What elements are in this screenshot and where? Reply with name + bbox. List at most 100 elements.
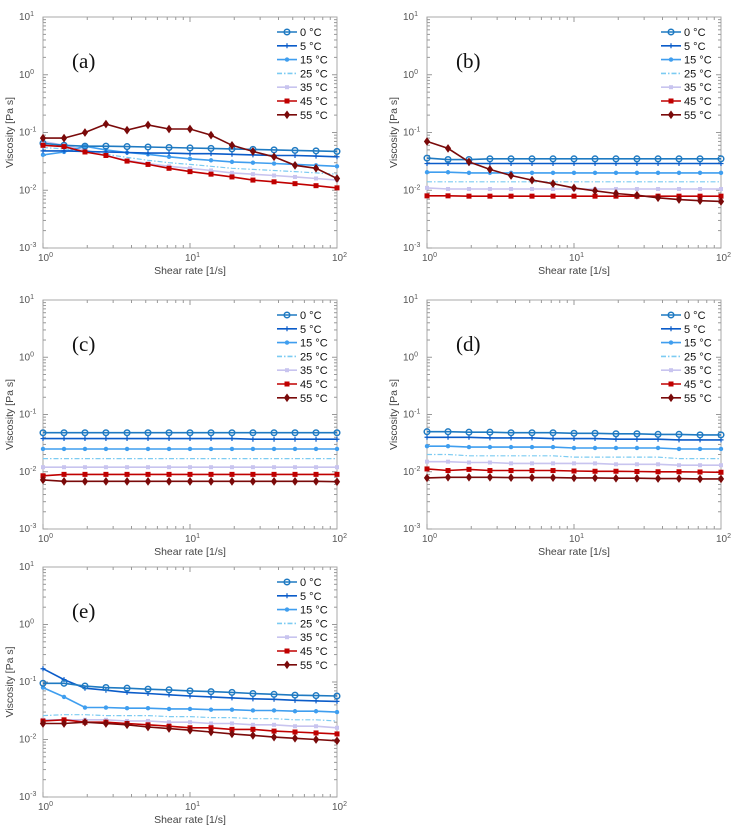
y-tick-label: 100 xyxy=(19,619,34,631)
data-point xyxy=(249,429,257,437)
data-point xyxy=(656,187,661,192)
data-point xyxy=(165,724,173,733)
series-line xyxy=(42,142,338,153)
data-point xyxy=(487,468,493,474)
data-point xyxy=(123,143,131,151)
y-tick-label: 10-3 xyxy=(19,242,36,254)
data-point xyxy=(446,459,451,464)
data-point xyxy=(250,436,256,442)
data-point xyxy=(312,147,320,155)
legend-label: 35 °C xyxy=(300,365,328,377)
data-point xyxy=(334,709,340,715)
data-point xyxy=(529,193,535,199)
data-point xyxy=(549,473,557,482)
data-point xyxy=(146,465,151,470)
x-axis-label: Shear rate [1/s] xyxy=(154,265,226,277)
data-point xyxy=(250,696,256,702)
data-point xyxy=(613,445,619,451)
legend-marker xyxy=(669,85,673,90)
data-point xyxy=(41,465,45,470)
data-point xyxy=(509,187,514,192)
data-point xyxy=(249,731,257,740)
legend-marker xyxy=(283,28,291,36)
data-point xyxy=(465,428,473,436)
legend-marker xyxy=(284,43,290,49)
data-point xyxy=(123,125,131,135)
data-point xyxy=(166,154,172,159)
legend-marker xyxy=(284,326,290,332)
legend-label: 45 °C xyxy=(684,96,712,108)
panel-label: (b) xyxy=(456,49,481,73)
legend-label: 45 °C xyxy=(684,379,712,391)
series-0C xyxy=(423,428,725,439)
legend-marker xyxy=(668,43,674,49)
x-tick-label: 100 xyxy=(38,533,53,545)
data-point xyxy=(165,143,173,152)
data-point xyxy=(592,193,598,199)
x-axis-label: Shear rate [1/s] xyxy=(154,814,226,826)
data-point xyxy=(698,187,703,192)
data-point xyxy=(123,429,131,437)
data-point xyxy=(270,476,278,486)
data-point xyxy=(208,436,214,442)
data-point xyxy=(145,436,151,442)
data-point xyxy=(528,155,536,163)
data-point xyxy=(103,152,109,158)
data-point xyxy=(697,469,703,475)
data-point xyxy=(313,698,319,704)
data-point xyxy=(81,682,89,690)
legend-marker xyxy=(668,57,674,62)
series-15C xyxy=(424,443,724,452)
data-point xyxy=(124,158,130,164)
data-point xyxy=(186,687,194,695)
data-point xyxy=(591,473,599,483)
data-point xyxy=(334,436,340,442)
x-tick-label: 102 xyxy=(332,533,347,545)
data-point xyxy=(166,706,172,712)
data-point xyxy=(508,468,514,474)
data-point xyxy=(696,431,704,439)
data-point xyxy=(613,187,618,192)
data-point xyxy=(250,708,256,713)
data-point xyxy=(228,688,236,696)
x-tick-label: 101 xyxy=(185,252,200,264)
data-point xyxy=(612,473,620,483)
data-point xyxy=(61,446,67,452)
data-point xyxy=(229,151,235,157)
data-point xyxy=(696,155,704,163)
data-point xyxy=(124,436,130,442)
data-point xyxy=(229,465,234,470)
data-point xyxy=(102,142,110,150)
data-point xyxy=(444,144,452,153)
data-point xyxy=(124,471,130,477)
data-point xyxy=(719,463,723,468)
data-point xyxy=(103,465,108,470)
data-point xyxy=(292,181,298,187)
data-point xyxy=(207,476,215,486)
legend-marker xyxy=(285,85,289,90)
data-point xyxy=(250,172,255,177)
data-point xyxy=(550,170,556,176)
panel-label: (e) xyxy=(72,599,95,623)
data-point xyxy=(424,466,430,472)
data-point xyxy=(507,171,515,180)
data-point xyxy=(334,731,340,737)
legend-label: 25 °C xyxy=(300,618,328,630)
data-point xyxy=(592,445,598,451)
data-point xyxy=(655,445,661,451)
x-tick-label: 100 xyxy=(422,533,437,545)
y-tick-label: 100 xyxy=(19,69,34,81)
data-point xyxy=(634,462,639,467)
legend-marker xyxy=(668,381,674,387)
data-point xyxy=(271,161,277,166)
data-point xyxy=(466,187,471,192)
legend-marker xyxy=(283,578,291,586)
x-axis-label: Shear rate [1/s] xyxy=(538,265,610,277)
legend-marker xyxy=(284,381,290,387)
data-point xyxy=(550,436,556,442)
data-point xyxy=(528,473,536,482)
x-tick-label: 102 xyxy=(332,801,347,813)
legend-label: 15 °C xyxy=(300,605,328,617)
data-point xyxy=(102,429,110,437)
legend: 0 °C 5 °C 15 °C25 °C 35 °C 45 °C 55 °C xyxy=(277,310,328,405)
